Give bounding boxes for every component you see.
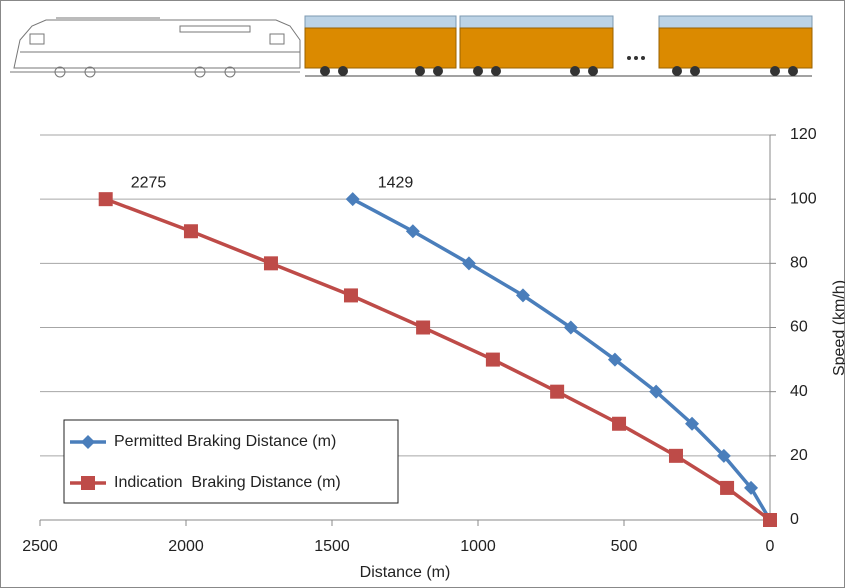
marker <box>685 416 700 431</box>
x-axis-label: Distance (m) <box>360 564 451 581</box>
legend-label: Permitted Braking Distance (m) <box>114 433 336 450</box>
x-tick-label: 2500 <box>22 538 58 555</box>
y-tick-label: 120 <box>790 126 817 143</box>
legend-box <box>63 419 399 504</box>
y-tick-label: 20 <box>790 447 808 464</box>
legend-label: Indication Braking Distance (m) <box>114 474 341 491</box>
marker <box>263 256 278 271</box>
marker <box>98 192 113 207</box>
marker <box>485 352 500 367</box>
marker <box>405 224 420 239</box>
marker <box>183 224 198 239</box>
y-tick-label: 80 <box>790 255 808 272</box>
marker <box>343 288 358 303</box>
x-tick-label: 1500 <box>314 538 350 555</box>
x-tick-label: 1000 <box>460 538 496 555</box>
locomotive <box>10 17 301 78</box>
marker <box>649 384 664 399</box>
marker <box>550 384 565 399</box>
train-illustration <box>10 15 813 78</box>
data-label: 1429 <box>378 174 414 191</box>
marker <box>345 192 360 207</box>
x-tick-label: 500 <box>611 538 638 555</box>
marker <box>763 513 777 527</box>
y-tick-label: 100 <box>790 190 817 207</box>
y-tick-label: 60 <box>790 319 808 336</box>
x-tick-label: 2000 <box>168 538 204 555</box>
y-tick-label: 0 <box>790 511 799 528</box>
y-axis-label: Speed (km/h) <box>831 280 845 376</box>
x-tick-label: 0 <box>766 538 775 555</box>
wagons <box>304 15 813 77</box>
marker <box>668 448 683 463</box>
marker <box>515 288 530 303</box>
marker <box>81 435 95 449</box>
marker <box>716 448 731 463</box>
marker <box>612 416 627 431</box>
marker <box>563 320 578 335</box>
y-tick-label: 40 <box>790 383 808 400</box>
data-label: 2275 <box>131 174 167 191</box>
marker <box>461 256 476 271</box>
marker <box>720 480 735 495</box>
marker <box>607 352 622 367</box>
marker <box>81 476 95 490</box>
marker <box>416 320 431 335</box>
marker <box>744 480 759 495</box>
